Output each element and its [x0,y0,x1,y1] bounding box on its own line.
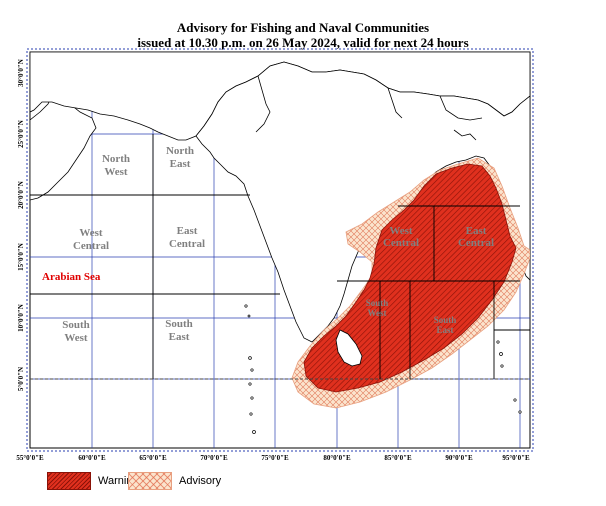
y-tick-label: 5°0'0"N [17,367,25,391]
legend-advisory-label: Advisory [179,475,222,487]
bay-label-east-central: East Central [458,225,494,249]
region-label-south-west: South West [62,319,90,344]
region-boundaries [30,134,530,380]
region-label-north-east: North East [166,145,194,170]
advisory-swatch [128,472,172,490]
region-label-east-central: East Central [169,225,205,250]
y-tick-label: 30°0'0"N [17,59,25,87]
legend-warning: Warning [47,472,139,490]
region-label-west-central: West Central [73,227,109,252]
region-label-south-east: South East [165,318,193,343]
x-tick-label: 65°0'0"E [139,454,167,462]
x-tick-label: 95°0'0"E [502,454,530,462]
bay-label-south-east: South East [434,315,457,335]
x-tick-label: 70°0'0"E [200,454,228,462]
x-tick-label: 75°0'0"E [261,454,289,462]
y-tick-label: 20°0'0"N [17,181,25,209]
x-tick-label: 90°0'0"E [445,454,473,462]
x-tick-label: 55°0'0"E [16,454,44,462]
warning-area [303,163,517,393]
region-label-north-west: North West [102,153,130,178]
x-tick-label: 85°0'0"E [384,454,412,462]
arabian-sea-label: Arabian Sea [42,271,101,283]
land-outlines [30,52,530,367]
x-tick-label: 60°0'0"E [78,454,106,462]
y-tick-label: 25°0'0"N [17,120,25,148]
warning-swatch [47,472,91,490]
legend-advisory: Advisory [128,472,221,490]
y-tick-label: 10°0'0"N [17,304,25,332]
x-tick-label: 80°0'0"E [323,454,351,462]
y-tick-label: 15°0'0"N [17,243,25,271]
frame-tick-marks [26,48,534,452]
bay-label-south-west: South West [366,298,389,318]
map-title-line-1: Advisory for Fishing and Naval Communiti… [176,20,430,35]
map-title-line-2: issued at 10.30 p.m. on 26 May 2024, val… [137,35,469,50]
bay-label-west-central: West Central [383,225,419,249]
